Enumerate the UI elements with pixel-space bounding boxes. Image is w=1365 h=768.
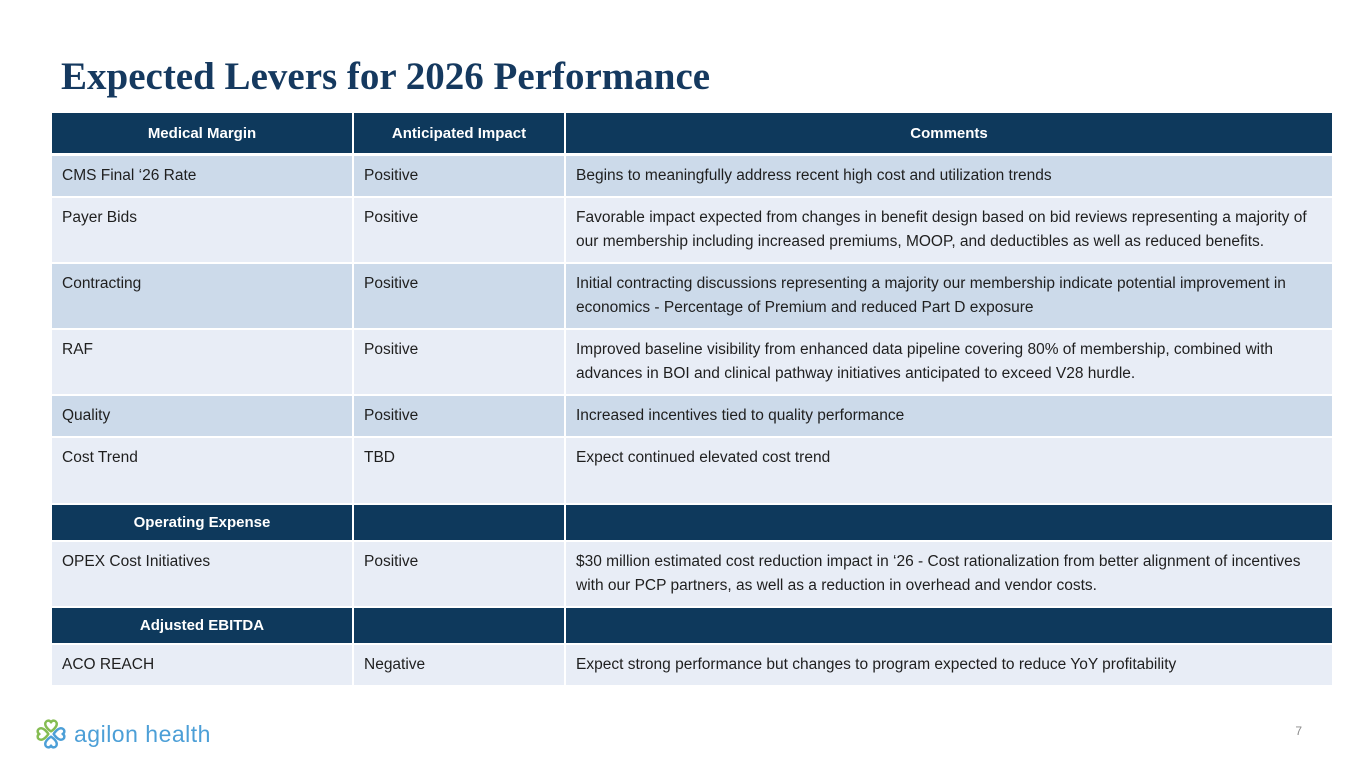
impact-cell: TBD: [354, 438, 566, 505]
column-header-comments: Comments: [566, 113, 1332, 156]
section-empty-cell: [566, 505, 1332, 542]
lever-cell: Quality: [52, 396, 354, 438]
impact-cell: Positive: [354, 156, 566, 198]
comment-cell: Favorable impact expected from changes i…: [566, 198, 1332, 264]
comment-cell: $30 million estimated cost reduction imp…: [566, 542, 1332, 608]
comment-cell: Improved baseline visibility from enhanc…: [566, 330, 1332, 396]
table-row: Contracting Positive Initial contracting d…: [52, 264, 1332, 330]
comment-cell: Expect continued elevated cost trend: [566, 438, 1332, 505]
section-label: Operating Expense: [52, 505, 354, 542]
footer-logo: agilon health: [34, 714, 211, 754]
impact-cell: Positive: [354, 330, 566, 396]
impact-cell: Positive: [354, 542, 566, 608]
impact-cell: Positive: [354, 198, 566, 264]
section-empty-cell: [354, 505, 566, 542]
column-header-medical-margin: Medical Margin: [52, 113, 354, 156]
levers-table: Medical Margin Anticipated Impact Commen…: [52, 113, 1332, 687]
page-number: 7: [1295, 724, 1302, 738]
page-title: Expected Levers for 2026 Performance: [61, 55, 711, 98]
lever-cell: ACO REACH: [52, 645, 354, 687]
table-body: CMS Final ‘26 Rate Positive Begins to mean…: [52, 156, 1332, 687]
table-row: RAF Positive Improved baseline visibility …: [52, 330, 1332, 396]
table-row: CMS Final ‘26 Rate Positive Begins to mean…: [52, 156, 1332, 198]
impact-cell: Negative: [354, 645, 566, 687]
impact-cell: Positive: [354, 264, 566, 330]
section-empty-cell: [354, 608, 566, 645]
table-row: ACO REACH Negative Expect strong performan…: [52, 645, 1332, 687]
column-header-anticipated-impact: Anticipated Impact: [354, 113, 566, 156]
table-header-row: Medical Margin Anticipated Impact Commen…: [52, 113, 1332, 156]
table-row: Cost Trend TBD Expect continued elevated c…: [52, 438, 1332, 505]
comment-cell: Begins to meaningfully address recent hi…: [566, 156, 1332, 198]
lever-cell: CMS Final ‘26 Rate: [52, 156, 354, 198]
section-label: Adjusted EBITDA: [52, 608, 354, 645]
impact-cell: Positive: [354, 396, 566, 438]
section-header-row: Adjusted EBITDA: [52, 608, 1332, 645]
lever-cell: Payer Bids: [52, 198, 354, 264]
lever-cell: Contracting: [52, 264, 354, 330]
section-empty-cell: [566, 608, 1332, 645]
agilon-health-logo-icon: [36, 719, 66, 749]
table-row: Quality Positive Increased incentives tied…: [52, 396, 1332, 438]
table-row: Payer Bids Positive Favorable impact expec…: [52, 198, 1332, 264]
comment-cell: Expect strong performance but changes to…: [566, 645, 1332, 687]
lever-cell: RAF: [52, 330, 354, 396]
comment-cell: Initial contracting discussions represen…: [566, 264, 1332, 330]
lever-cell: Cost Trend: [52, 438, 354, 505]
table-row: OPEX Cost Initiatives Positive $30 million…: [52, 542, 1332, 608]
lever-cell: OPEX Cost Initiatives: [52, 542, 354, 608]
section-header-row: Operating Expense: [52, 505, 1332, 542]
agilon-health-logo-text: agilon health: [74, 720, 211, 747]
comment-cell: Increased incentives tied to quality per…: [566, 396, 1332, 438]
